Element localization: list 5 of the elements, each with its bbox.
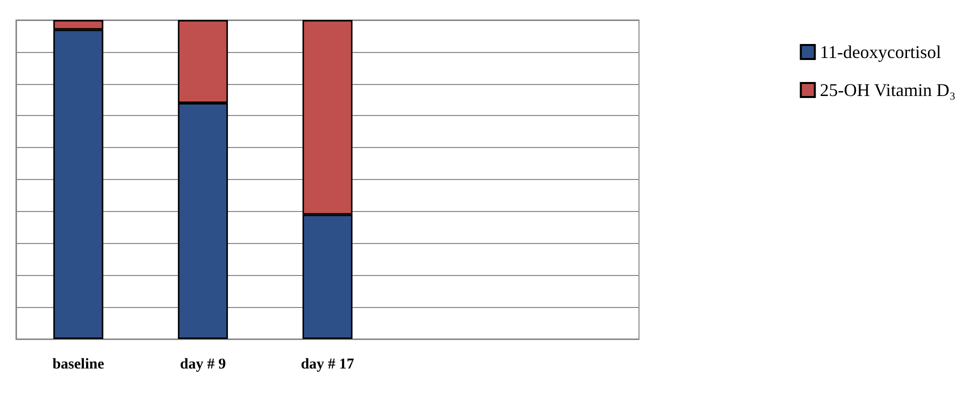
x-tick-label: baseline (52, 356, 104, 372)
legend-label: 11-deoxycortisol (820, 42, 942, 62)
x-tick-label: day # 9 (180, 356, 226, 372)
legend-label: 25-OH Vitamin D₃ (820, 80, 956, 100)
x-tick-label: day # 17 (300, 356, 355, 372)
